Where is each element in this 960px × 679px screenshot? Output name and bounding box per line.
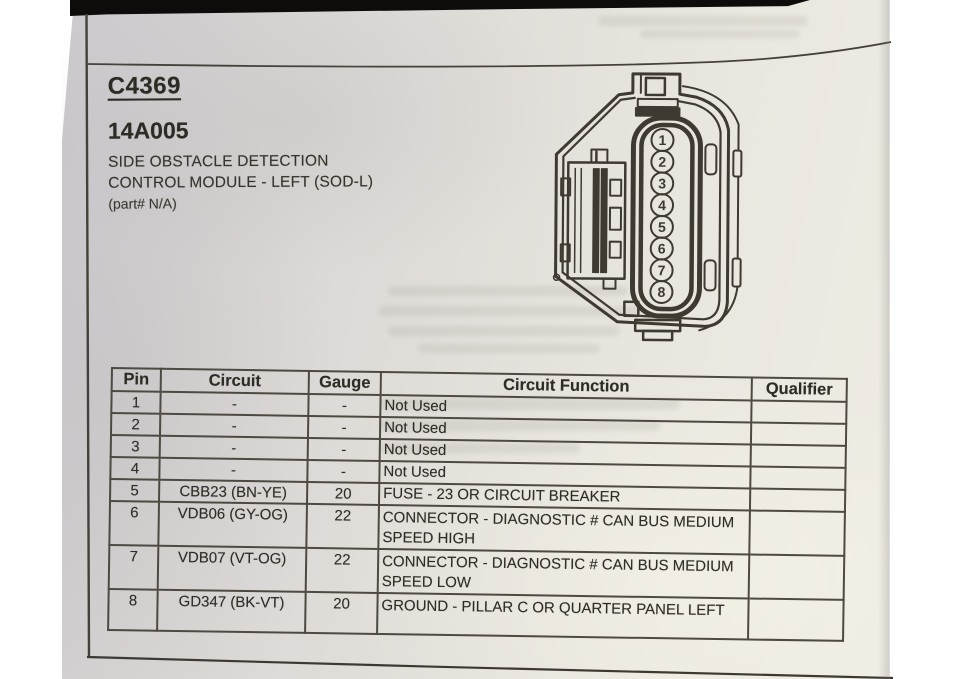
- gauge-cell: 20: [305, 591, 378, 634]
- qualifier-cell: [750, 466, 846, 490]
- corner-pivot-dot: [552, 273, 561, 282]
- latch-step-upper: [560, 177, 572, 197]
- pin-number-1: 1: [659, 132, 667, 148]
- cavity-outer: [629, 115, 703, 319]
- circuit-cell: VDB07 (VT-OG): [157, 545, 307, 592]
- gauge-cell: -: [308, 393, 381, 418]
- qualifier-cell: [749, 488, 846, 512]
- top-bar-solid: [634, 107, 681, 117]
- bottom-step: [623, 300, 640, 318]
- pin-number-3: 3: [658, 175, 666, 191]
- gauge-cell: 22: [305, 547, 379, 593]
- pin-cell: 1: [111, 391, 161, 414]
- circuit-cell: -: [159, 457, 308, 482]
- pin-circles: 1 2 3 4 5 6 7 8: [649, 128, 675, 304]
- pin-number-6: 6: [658, 241, 666, 257]
- circuit-cell: CBB23 (BN-YE): [159, 479, 308, 504]
- qualifier-cell: [750, 422, 847, 446]
- gauge-cell: -: [307, 437, 380, 461]
- column-header-pin: Pin: [111, 368, 161, 392]
- part-note: (part# N/A): [108, 195, 177, 212]
- cavity-inner: [638, 122, 695, 312]
- column-header-gauge: Gauge: [308, 370, 381, 396]
- right-rib-lower: [703, 259, 717, 292]
- description-line-1: SIDE OBSTACLE DETECTION: [108, 152, 329, 171]
- pin-number-4: 4: [658, 197, 666, 213]
- qualifier-cell: [750, 444, 846, 468]
- housing-outline: [554, 72, 731, 328]
- pin-cell: 2: [110, 413, 161, 436]
- qualifier-cell: [748, 598, 844, 641]
- gauge-cell: -: [307, 459, 380, 483]
- header-block: C4369 14A005 SIDE OBSTACLE DETECTION CON…: [108, 71, 374, 211]
- latch-rail-1: [592, 168, 600, 274]
- right-lock-tab-lower: [731, 257, 742, 288]
- column-header-circuit: Circuit: [160, 368, 309, 394]
- latch-rail-2: [600, 168, 608, 274]
- gauge-cell: 20: [306, 481, 380, 505]
- outer-arc-top-right: [681, 85, 740, 152]
- latch-foot: [602, 277, 617, 290]
- pin-cell: 7: [108, 544, 159, 590]
- gauge-cell: 22: [306, 503, 379, 549]
- pin-cell: 8: [108, 588, 158, 631]
- outer-right-edge: [736, 175, 740, 260]
- circuit-cell: GD347 (BK-VT): [157, 589, 306, 633]
- outer-arc-bottom-right: [698, 285, 739, 332]
- latch-stem: [590, 148, 609, 164]
- qualifier-cell: [751, 400, 847, 424]
- pin-cell: 5: [110, 479, 160, 502]
- top-tab-notch: [644, 76, 667, 97]
- right-lock-tab-upper: [732, 149, 743, 178]
- function-cell: GROUND - PILLAR C OR QUARTER PANEL LEFT: [377, 592, 749, 640]
- part-code: 14A005: [107, 117, 189, 144]
- page-surface: [62, 0, 889, 679]
- pin-number-8: 8: [657, 284, 665, 300]
- pin-number-5: 5: [658, 219, 666, 235]
- latch-detent-3: [608, 240, 622, 259]
- right-rib-upper: [704, 143, 718, 176]
- pinout-table-wrap: Pin Circuit Gauge Circuit Function Qualifier…: [107, 367, 847, 641]
- latch-line-2: [579, 167, 583, 274]
- circuit-cell: -: [160, 391, 309, 416]
- pinout-table: Pin Circuit Gauge Circuit Function Qualifier…: [107, 367, 848, 642]
- circuit-cell: -: [159, 435, 308, 460]
- circuit-cell: -: [159, 413, 309, 438]
- latch-detent-2: [608, 206, 623, 231]
- pin-number-2: 2: [658, 154, 666, 170]
- function-cell: CONNECTOR - DIAGNOSTIC # CAN BUS MEDIUM …: [378, 504, 750, 555]
- latch-step-lower: [559, 243, 571, 263]
- qualifier-cell: [748, 554, 845, 600]
- top-bar-outline: [636, 97, 679, 109]
- connector-id: C4369: [107, 72, 182, 100]
- pin-cell: 6: [109, 501, 160, 546]
- connector-diagram: 1 2 3 4 5 6 7 8: [552, 72, 743, 342]
- pin-cell: 3: [110, 435, 160, 458]
- bottom-tab: [641, 329, 674, 342]
- latch-line-1: [573, 167, 577, 274]
- qualifier-cell: [749, 510, 845, 556]
- latch-detent-1: [609, 178, 623, 197]
- function-cell: CONNECTOR - DIAGNOSTIC # CAN BUS MEDIUM …: [377, 548, 750, 599]
- gauge-cell: -: [307, 415, 381, 439]
- pin-circle-8: [649, 279, 674, 304]
- pin-number-7: 7: [658, 262, 666, 278]
- description-line-2: CONTROL MODULE - LEFT (SOD-L): [108, 173, 374, 192]
- column-header-qualifier: Qualifier: [751, 377, 847, 402]
- pin-cell: 4: [110, 457, 160, 480]
- circuit-cell: VDB06 (GY-OG): [158, 501, 307, 548]
